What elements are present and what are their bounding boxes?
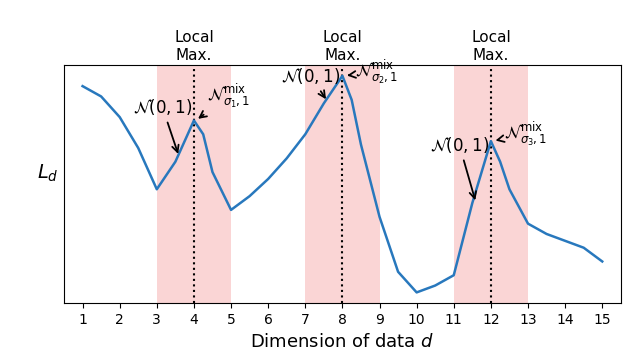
Text: $\mathcal{N}^{\mathrm{mix}}_{\sigma_2,1}$: $\mathcal{N}^{\mathrm{mix}}_{\sigma_2,1}… bbox=[349, 58, 399, 86]
Bar bbox=[305, 65, 380, 303]
Bar bbox=[454, 65, 528, 303]
Text: $\mathcal{N}^{\mathrm{mix}}_{\sigma_1,1}$: $\mathcal{N}^{\mathrm{mix}}_{\sigma_1,1}… bbox=[200, 82, 250, 118]
Y-axis label: $L_d$: $L_d$ bbox=[36, 163, 58, 184]
Text: $\mathcal{N}(0,1)$: $\mathcal{N}(0,1)$ bbox=[429, 135, 489, 199]
Text: Local
Max.: Local Max. bbox=[471, 30, 511, 62]
Text: Local
Max.: Local Max. bbox=[174, 30, 214, 62]
Text: $\mathcal{N}^{\mathrm{mix}}_{\sigma_3,1}$: $\mathcal{N}^{\mathrm{mix}}_{\sigma_3,1}… bbox=[497, 120, 547, 148]
Bar bbox=[157, 65, 231, 303]
X-axis label: Dimension of data $d$: Dimension of data $d$ bbox=[250, 332, 435, 351]
Text: $\mathcal{N}(0,1)$: $\mathcal{N}(0,1)$ bbox=[132, 97, 192, 152]
Text: $\mathcal{N}(0,1)$: $\mathcal{N}(0,1)$ bbox=[281, 66, 340, 97]
Text: Local
Max.: Local Max. bbox=[323, 30, 362, 62]
